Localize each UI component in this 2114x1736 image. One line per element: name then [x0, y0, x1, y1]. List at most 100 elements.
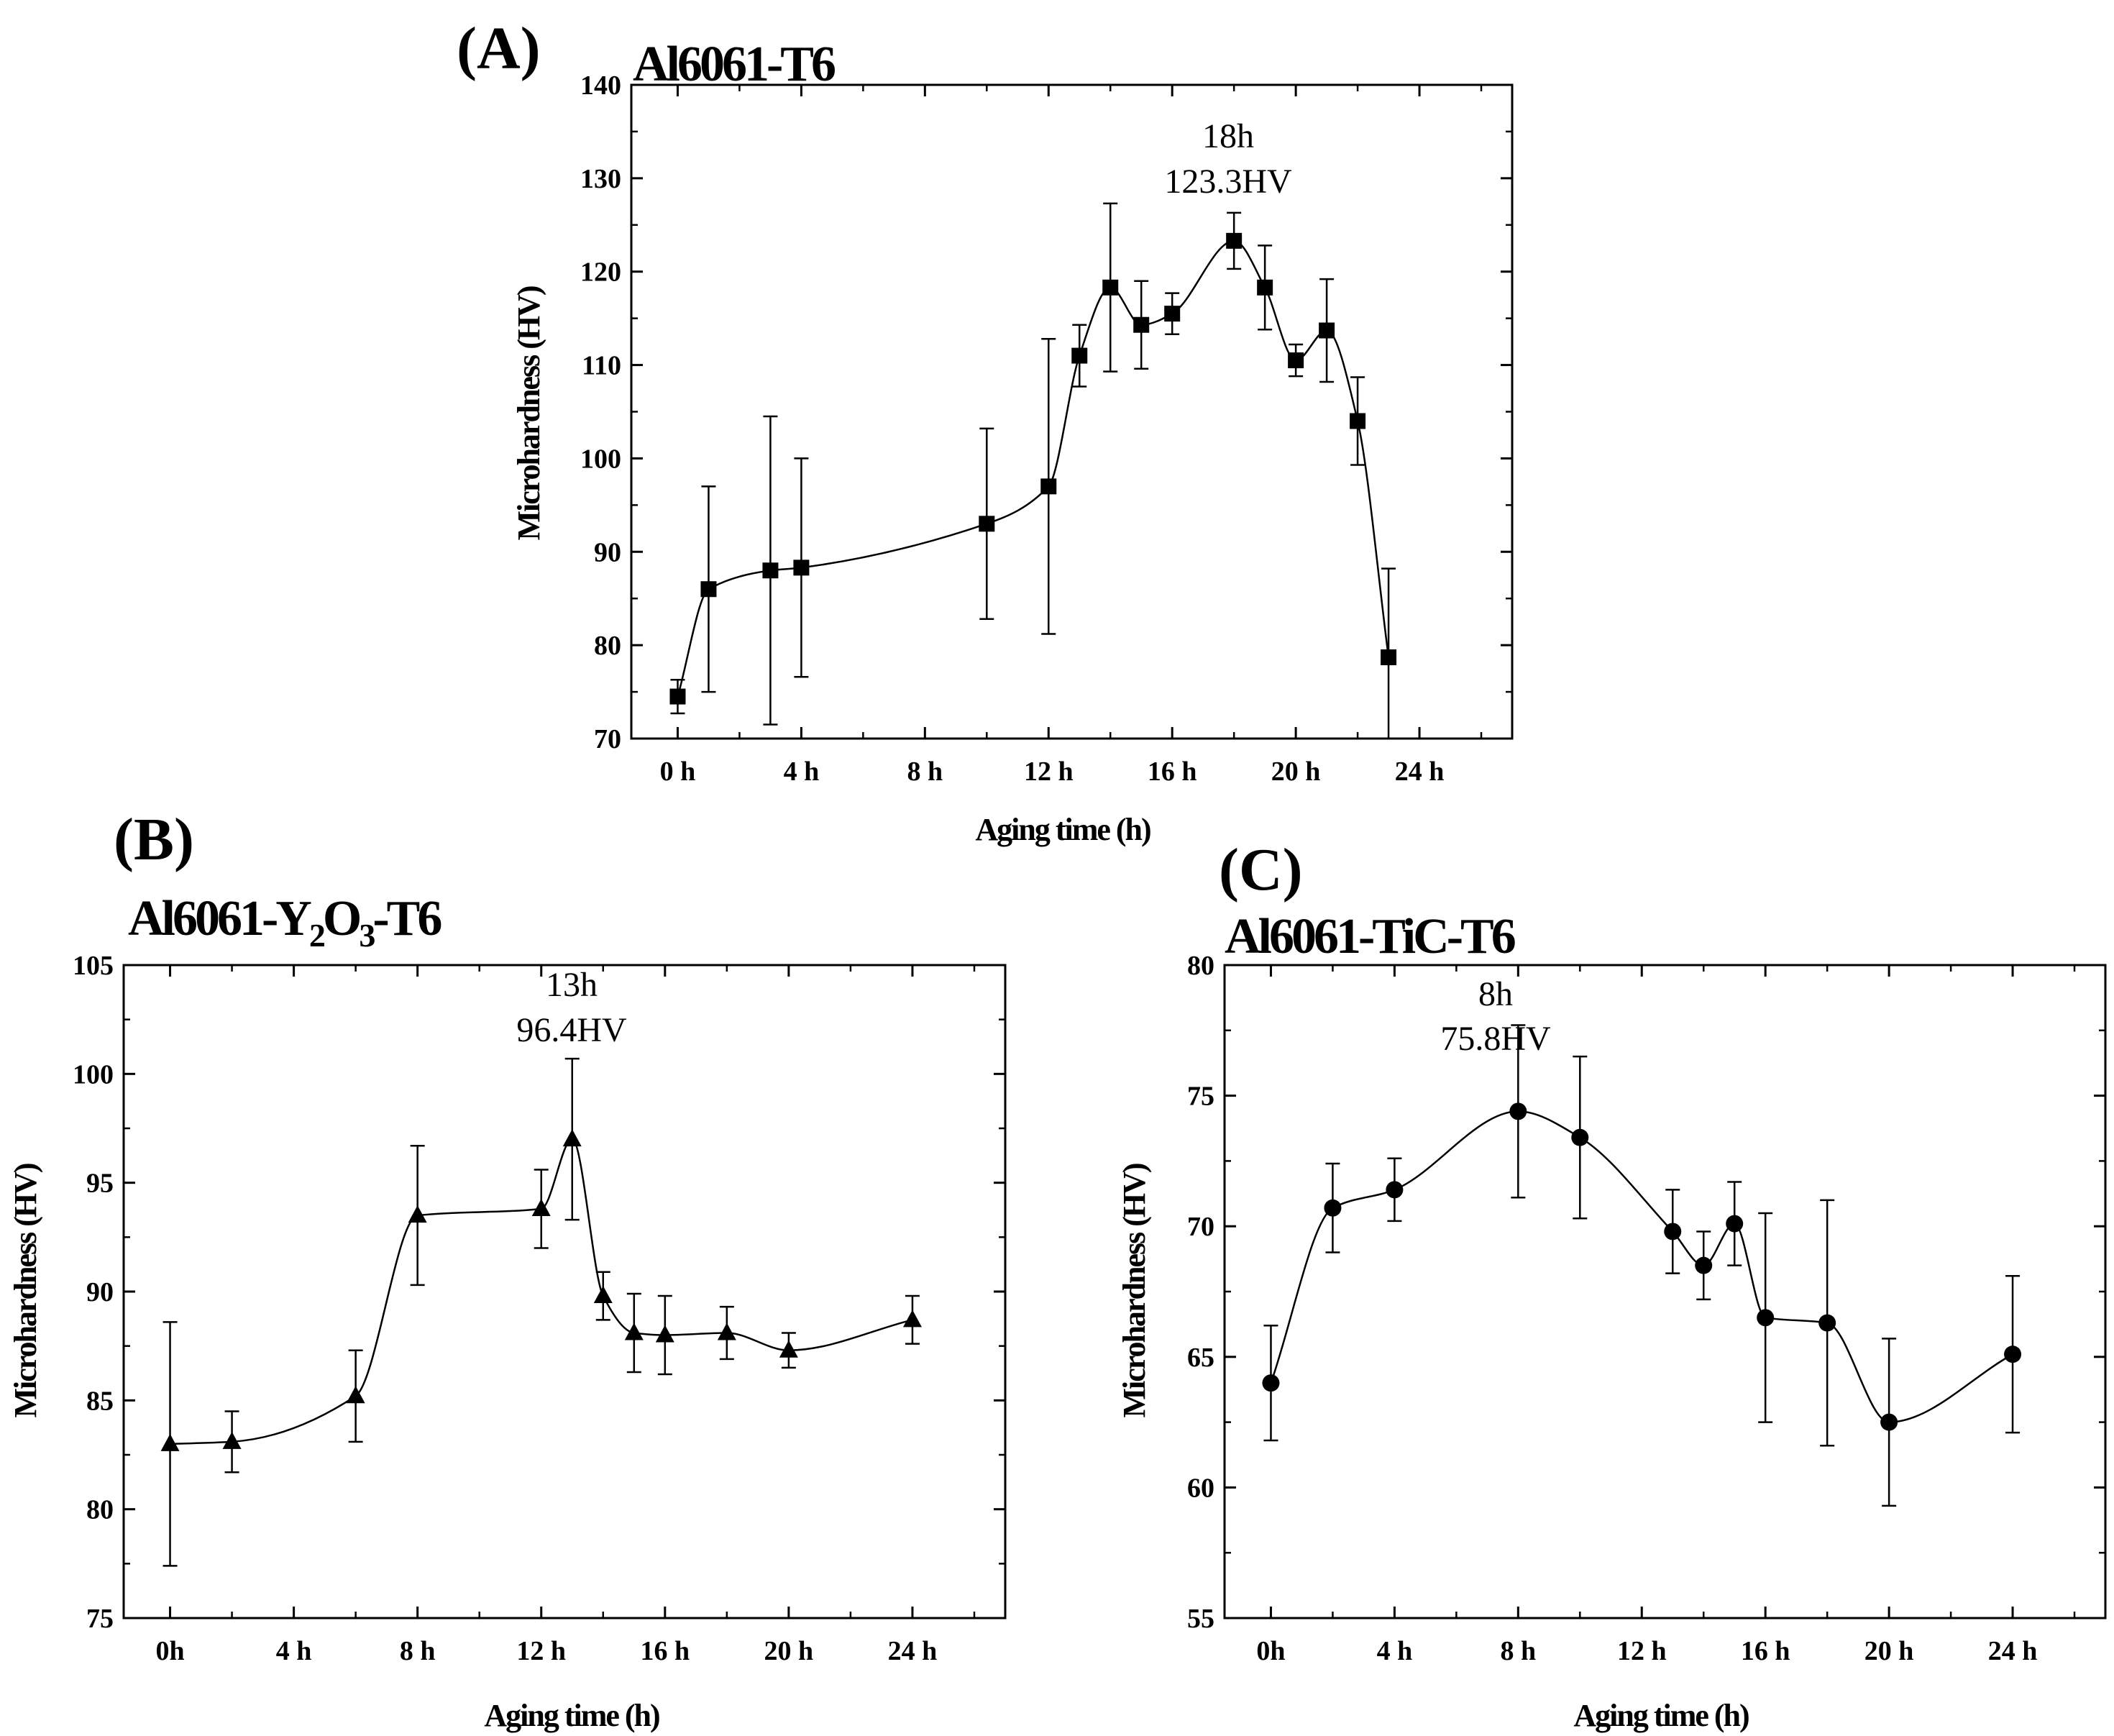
panel-a-axes: 0 h 4 h 8 h 12 h 16 h 20 h 24 h 70 80 90 100 110 120… — [580, 70, 1514, 787]
panel-b-axes: 0h 4 h 8 h 12 h 16 h 20 h 24 h 75 80 85 90 95 100 105 — [73, 951, 1007, 1666]
panel-c-plot-frame — [1223, 964, 2107, 1619]
panel-c-data-point — [2004, 1346, 2022, 1363]
panel-b-data-point — [160, 1433, 180, 1451]
panel-c-data-point — [1324, 1199, 1342, 1217]
panel-b-y-tick-label: 80 — [86, 1495, 114, 1525]
panel-a-annotation-line-2: 123.3HV — [1164, 163, 1292, 201]
panel-b-y-tick-label: 75 — [86, 1604, 114, 1634]
panel-a-x-tick-label: 0 h — [660, 757, 696, 787]
panel-a-data-point — [1226, 232, 1243, 249]
panel-a-y-tick-label: 110 — [582, 351, 621, 381]
panel-b-data-point — [717, 1322, 736, 1340]
panel-b-title-part-1: Al6061-Y — [128, 891, 311, 946]
panel-a-y-tick-label: 90 — [594, 537, 621, 567]
panel-c-letter: (C) — [1219, 836, 1303, 903]
panel-b-errorbar-layer — [163, 1057, 920, 1567]
panel-b-data-point — [624, 1322, 644, 1340]
panel-c-y-tick-label: 80 — [1187, 951, 1214, 981]
panel-b-x-tick-label: 4 h — [276, 1636, 312, 1666]
panel-a-data-point — [1164, 306, 1181, 322]
panel-a-marker-layer — [669, 232, 1397, 705]
panel-c-y-tick-label: 65 — [1187, 1343, 1214, 1373]
panel-b-y-tick-label: 85 — [86, 1386, 114, 1416]
panel-a-y-tick-label: 100 — [580, 444, 621, 474]
panel-a-data-point — [762, 562, 779, 579]
panel-a-x-tick-label: 24 h — [1395, 757, 1445, 787]
panel-b-y-tick-label: 95 — [86, 1169, 114, 1199]
panel-a-x-tick-label: 12 h — [1024, 757, 1074, 787]
panel-b-data-point — [655, 1325, 674, 1343]
panel-a-errorbar-layer — [670, 202, 1396, 739]
panel-a-data-point — [1071, 347, 1088, 364]
panel-a: (A) Al6061-T6 Aging time (h) Microhardne… — [457, 15, 1514, 847]
panel-a-x-tick-label: 8 h — [907, 757, 943, 787]
panel-c-series-curve — [1270, 1110, 2013, 1423]
panel-c-y-tick-label: 60 — [1187, 1473, 1214, 1503]
panel-b-marker-layer — [160, 1129, 922, 1451]
panel-a-xlabel: Aging time (h) — [975, 812, 1150, 847]
panel-a-data-point — [1133, 316, 1150, 333]
panel-c-y-tick-label: 70 — [1187, 1212, 1214, 1242]
panel-b-y-tick-label: 105 — [73, 951, 114, 981]
panel-a-data-point — [1040, 478, 1057, 495]
panel-c-x-tick-label: 4 h — [1377, 1636, 1413, 1666]
panel-c-curve-layer — [1270, 1110, 2013, 1423]
panel-b-x-tick-label: 8 h — [400, 1636, 436, 1666]
panel-c-data-point — [1664, 1223, 1682, 1241]
panel-c-annotation-line-2: 75.8HV — [1440, 1020, 1551, 1058]
panel-c-data-point — [1509, 1102, 1527, 1120]
panel-a-data-point — [979, 516, 995, 532]
panel-a-ylabel: Microhardness (HV) — [511, 286, 546, 540]
panel-a-data-point — [1102, 279, 1119, 296]
panel-b-data-point — [902, 1310, 922, 1328]
panel-a-y-tick-label: 120 — [580, 257, 621, 288]
panel-c-data-point — [1262, 1374, 1280, 1392]
panel-b-title-part-o: O — [323, 891, 360, 946]
panel-b-title-part-t6: -T6 — [372, 891, 441, 946]
panel-b-data-point — [593, 1286, 613, 1304]
panel-b-x-tick-label: 12 h — [516, 1636, 566, 1666]
panel-a-data-point — [1381, 649, 1397, 666]
panel-a-title: Al6061-T6 — [633, 37, 835, 92]
panel-c-data-point — [1880, 1413, 1898, 1431]
panel-b-title: Al6061-Y2O3-T6 — [128, 891, 441, 954]
panel-c-x-tick-label: 12 h — [1617, 1636, 1667, 1666]
panel-c-x-tick-label: 24 h — [1988, 1636, 2038, 1666]
panel-a-y-tick-label: 80 — [594, 631, 621, 661]
panel-b-annotation-line-2: 96.4HV — [516, 1011, 627, 1049]
panel-a-plot-frame — [630, 83, 1514, 740]
panel-b-letter: (B) — [114, 806, 194, 873]
panel-a-data-point — [1350, 413, 1366, 429]
panel-a-x-tick-label: 20 h — [1271, 757, 1321, 787]
panel-c-title: Al6061-TiC-T6 — [1225, 909, 1515, 964]
panel-a-data-point — [669, 688, 686, 705]
panel-c-ylabel: Microhardness (HV) — [1117, 1164, 1152, 1417]
panel-a-x-tick-label: 4 h — [784, 757, 820, 787]
panel-c-marker-layer — [1262, 1102, 2022, 1431]
panel-c-x-tick-label: 8 h — [1501, 1636, 1537, 1666]
panel-c-data-point — [1818, 1314, 1836, 1332]
panel-c-errorbar-layer — [1263, 1024, 2021, 1507]
panel-b-x-tick-label: 20 h — [764, 1636, 814, 1666]
panel-c-annotation-line-1: 8h — [1478, 975, 1513, 1013]
panel-b-data-point — [346, 1386, 365, 1404]
panel-b-annotation-line-1: 13h — [546, 966, 598, 1004]
panel-a-series-curve — [677, 239, 1390, 697]
panel-b-data-point — [531, 1198, 551, 1216]
panel-a-y-tick-label: 130 — [580, 164, 621, 194]
panel-b-y-tick-label: 90 — [86, 1277, 114, 1307]
panel-c-y-tick-label: 75 — [1187, 1082, 1214, 1112]
panel-a-y-tick-label: 140 — [580, 70, 621, 101]
panel-c-data-point — [1726, 1215, 1744, 1233]
panel-c-x-tick-label: 20 h — [1864, 1636, 1914, 1666]
panel-b-x-tick-label: 16 h — [640, 1636, 690, 1666]
panel-c-xlabel: Aging time (h) — [1573, 1698, 1749, 1733]
panel-a-x-tick-label: 16 h — [1148, 757, 1197, 787]
panel-a-y-tick-label: 70 — [594, 724, 621, 754]
panel-b-plot-frame — [122, 964, 1007, 1619]
panel-b-xlabel: Aging time (h) — [484, 1698, 659, 1733]
panel-a-letter: (A) — [457, 15, 541, 82]
panel-c-y-tick-label: 55 — [1187, 1604, 1214, 1634]
panel-b-x-tick-label: 0h — [155, 1636, 184, 1666]
